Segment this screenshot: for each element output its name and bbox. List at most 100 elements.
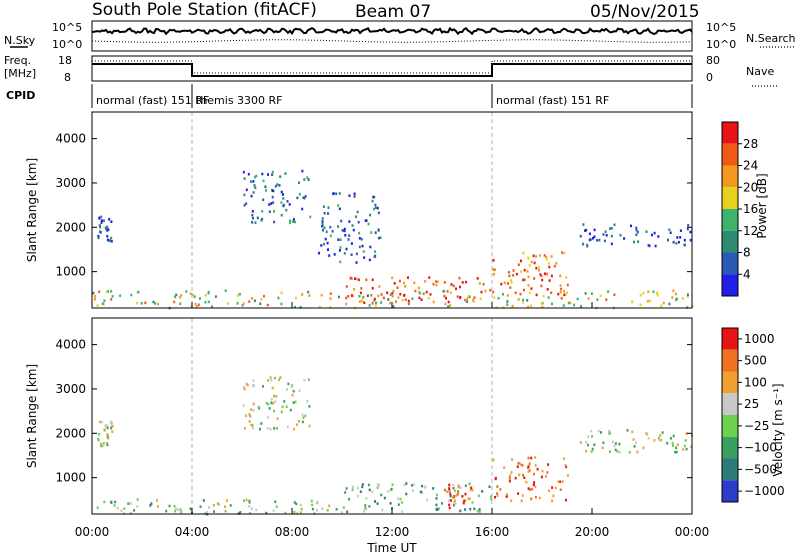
noise-tick-low-right: 10^0 bbox=[706, 38, 736, 51]
echo-cell bbox=[289, 408, 292, 412]
echo-cell bbox=[114, 500, 117, 504]
echo-cell bbox=[348, 194, 351, 197]
echo-cell bbox=[289, 219, 292, 222]
echo-cell bbox=[684, 439, 687, 442]
echo-cell bbox=[243, 177, 246, 180]
velocity-ylabel: Slant Range [km] bbox=[25, 364, 39, 468]
echo-cell bbox=[522, 251, 525, 255]
echo-cell bbox=[567, 301, 570, 305]
echo-cell bbox=[321, 220, 324, 223]
echo-cell bbox=[250, 194, 253, 198]
x-tick-label: 00:00 bbox=[675, 525, 710, 539]
echo-cell bbox=[547, 296, 550, 299]
echo-cell bbox=[639, 293, 642, 297]
echo-cell bbox=[403, 483, 406, 487]
echo-cell bbox=[318, 251, 320, 255]
echo-cell bbox=[238, 292, 241, 296]
colorbar-tick-label: −25 bbox=[744, 419, 769, 433]
echo-cell bbox=[248, 300, 251, 303]
echo-cell bbox=[436, 280, 439, 283]
echo-cell bbox=[448, 487, 451, 490]
echo-cell bbox=[414, 289, 417, 293]
echo-cell bbox=[261, 172, 264, 176]
y-tick-label: 3000 bbox=[55, 382, 86, 396]
echo-cell bbox=[452, 496, 455, 499]
echo-cell bbox=[303, 196, 306, 200]
echo-cell bbox=[98, 420, 101, 424]
echo-cell bbox=[103, 429, 106, 432]
echo-cell bbox=[507, 282, 509, 285]
echo-cell bbox=[689, 230, 692, 234]
echo-cell bbox=[561, 251, 564, 254]
cpid-segment-label: normal (fast) 151 RF bbox=[496, 94, 609, 107]
echo-cell bbox=[446, 490, 448, 493]
echo-cell bbox=[206, 510, 209, 514]
echo-cell bbox=[551, 302, 553, 306]
echo-cell bbox=[569, 301, 572, 305]
freq-unit: [MHz] bbox=[4, 67, 36, 80]
echo-cell bbox=[316, 500, 319, 504]
echo-cell bbox=[506, 294, 509, 297]
nave-line bbox=[92, 60, 692, 74]
echo-cell bbox=[289, 221, 291, 225]
echo-cell bbox=[329, 297, 332, 300]
echo-cell bbox=[180, 294, 183, 297]
x-tick-label: 12:00 bbox=[375, 525, 410, 539]
echo-cell bbox=[282, 204, 285, 208]
echo-cell bbox=[534, 456, 537, 459]
echo-cell bbox=[639, 303, 642, 307]
echo-cell bbox=[282, 193, 284, 196]
x-tick-label: 08:00 bbox=[275, 525, 310, 539]
freq-line bbox=[92, 63, 692, 77]
echo-cell bbox=[295, 502, 298, 506]
echo-cell bbox=[563, 251, 566, 255]
station-title: South Pole Station (fitACF) bbox=[92, 0, 317, 20]
echo-cell bbox=[587, 435, 590, 438]
echo-cell bbox=[683, 238, 686, 242]
echo-cell bbox=[588, 232, 591, 236]
echo-cell bbox=[281, 405, 284, 409]
echo-cell bbox=[250, 408, 253, 411]
echo-cell bbox=[99, 225, 102, 229]
echo-cell bbox=[102, 442, 105, 445]
echo-cell bbox=[111, 430, 114, 433]
echo-cell bbox=[443, 281, 446, 284]
echo-cell bbox=[307, 290, 310, 294]
colorbar-swatch bbox=[722, 415, 738, 437]
echo-cell bbox=[614, 448, 617, 452]
x-tick-label: 04:00 bbox=[175, 525, 210, 539]
echo-cell bbox=[331, 230, 334, 233]
echo-cell bbox=[371, 286, 374, 290]
echo-cell bbox=[605, 234, 608, 237]
echo-cell bbox=[245, 188, 248, 192]
echo-cell bbox=[527, 284, 530, 287]
echo-cell bbox=[605, 298, 608, 301]
echo-cell bbox=[522, 473, 525, 477]
echo-cell bbox=[266, 416, 269, 419]
echo-cell bbox=[248, 512, 251, 515]
echo-cell bbox=[507, 270, 510, 274]
noise-tick-high: 10^5 bbox=[52, 21, 82, 34]
echo-cell bbox=[110, 289, 113, 293]
echo-cell bbox=[101, 444, 104, 448]
echo-cell bbox=[435, 283, 438, 287]
echo-cell bbox=[358, 295, 361, 298]
echo-cell bbox=[287, 382, 290, 386]
echo-cell bbox=[686, 293, 689, 297]
echo-cell bbox=[294, 296, 297, 300]
echo-cell bbox=[250, 507, 253, 511]
echo-cell bbox=[514, 476, 517, 480]
echo-cell bbox=[356, 210, 359, 214]
echo-cell bbox=[211, 305, 214, 308]
echo-cell bbox=[242, 386, 245, 389]
echo-cell bbox=[380, 293, 383, 296]
echo-cell bbox=[368, 488, 371, 492]
echo-cell bbox=[243, 203, 246, 207]
echo-cell bbox=[593, 235, 596, 238]
echo-cell bbox=[535, 266, 538, 270]
echo-cell bbox=[106, 229, 109, 232]
echo-cell bbox=[528, 462, 531, 466]
echo-cell bbox=[381, 508, 384, 512]
